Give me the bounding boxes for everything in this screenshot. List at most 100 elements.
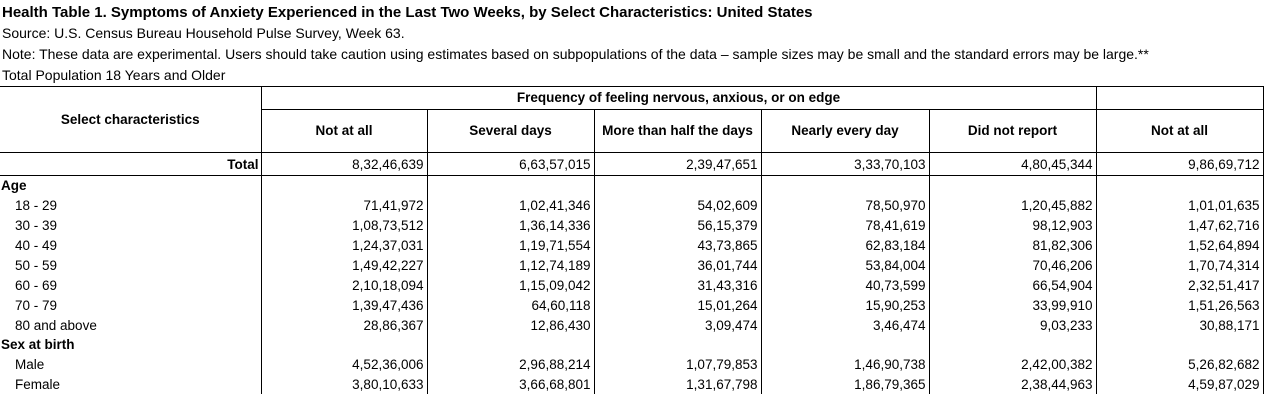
column-header: Nearly every day xyxy=(760,108,929,153)
row-label: Female xyxy=(15,376,61,392)
cell-value: 1,51,26,563 xyxy=(1095,295,1264,315)
cell-value: 3,46,474 xyxy=(760,315,929,335)
column-header: Not at all xyxy=(260,108,427,153)
group-header-extra xyxy=(1095,86,1264,110)
cell-value: 9,03,233 xyxy=(928,315,1096,335)
column-header: More than half the days xyxy=(593,108,761,153)
cell-value: 30,88,171 xyxy=(1095,315,1264,335)
cell-value: 1,19,71,554 xyxy=(426,235,594,255)
cell-value: 64,60,118 xyxy=(426,295,594,315)
column-header: Not at all xyxy=(1095,108,1264,153)
cell-value xyxy=(260,175,427,195)
cell-value: 15,90,253 xyxy=(760,295,929,315)
column-header: Several days xyxy=(426,108,594,153)
table-row: Female 3,80,10,633 3,66,68,801 1,31,67,798 1… xyxy=(0,374,1264,394)
cell-value xyxy=(760,335,929,354)
row-label: Total xyxy=(0,152,261,176)
cell-value xyxy=(928,175,1096,195)
cell-value: 1,01,01,635 xyxy=(1095,195,1264,215)
cell-value xyxy=(426,175,594,195)
cell-value: 71,41,972 xyxy=(260,195,427,215)
cell-value: 2,96,88,214 xyxy=(426,354,594,374)
row-label: Male xyxy=(15,356,45,372)
cell-value: 70,46,206 xyxy=(928,255,1096,275)
cell-value xyxy=(1095,335,1264,354)
cell-value xyxy=(1095,175,1264,195)
cell-value: 1,49,42,227 xyxy=(260,255,427,275)
cell-value: 78,41,619 xyxy=(760,215,929,235)
source-line: Source: U.S. Census Bureau Household Pul… xyxy=(2,25,405,41)
cell-value: 40,73,599 xyxy=(760,275,929,295)
cell-value: 33,99,910 xyxy=(928,295,1096,315)
cell-value: 4,52,36,006 xyxy=(260,354,427,374)
cell-value: 1,31,67,798 xyxy=(593,374,761,394)
table-row: 70 - 79 1,39,47,436 64,60,118 15,01,264 15,9… xyxy=(0,295,1264,315)
cell-value: 1,07,79,853 xyxy=(593,354,761,374)
cell-value: 98,12,903 xyxy=(928,215,1096,235)
cell-value: 1,08,73,512 xyxy=(260,215,427,235)
cell-value: 1,15,09,042 xyxy=(426,275,594,295)
cell-value: 1,86,79,365 xyxy=(760,374,929,394)
note-line: Note: These data are experimental. Users… xyxy=(2,46,1149,62)
cell-value: 4,80,45,344 xyxy=(928,152,1096,176)
cell-value: 81,82,306 xyxy=(928,235,1096,255)
table-row: Male 4,52,36,006 2,96,88,214 1,07,79,853 1,4… xyxy=(0,354,1264,374)
cell-value: 1,52,64,894 xyxy=(1095,235,1264,255)
cell-value: 15,01,264 xyxy=(593,295,761,315)
cell-value: 2,38,44,963 xyxy=(928,374,1096,394)
cell-value: 6,63,57,015 xyxy=(426,152,594,176)
cell-value xyxy=(260,335,427,354)
total-row: Total 8,32,46,639 6,63,57,015 2,39,47,651 3,… xyxy=(0,152,1264,176)
cell-value: 3,80,10,633 xyxy=(260,374,427,394)
cell-value xyxy=(593,335,761,354)
cell-value: 1,70,74,314 xyxy=(1095,255,1264,275)
cell-value xyxy=(928,335,1096,354)
cell-value: 3,33,70,103 xyxy=(760,152,929,176)
cell-value: 8,32,46,639 xyxy=(260,152,427,176)
cell-value: 1,46,90,738 xyxy=(760,354,929,374)
cell-value: 43,73,865 xyxy=(593,235,761,255)
cell-value: 9,86,69,712 xyxy=(1095,152,1264,176)
column-header: Did not report xyxy=(928,108,1096,153)
cell-value: 31,43,316 xyxy=(593,275,761,295)
data-table: Select characteristics Frequency of feel… xyxy=(0,86,1264,394)
cell-value xyxy=(760,175,929,195)
cell-value: 1,02,41,346 xyxy=(426,195,594,215)
cell-value: 62,83,184 xyxy=(760,235,929,255)
cell-value: 1,12,74,189 xyxy=(426,255,594,275)
row-label: 60 - 69 xyxy=(15,277,58,293)
cell-value: 2,42,00,382 xyxy=(928,354,1096,374)
row-label: 80 and above xyxy=(15,317,97,333)
row-label: Sex at birth xyxy=(1,337,75,352)
cell-value: 12,86,430 xyxy=(426,315,594,335)
row-label: 50 - 59 xyxy=(15,257,58,273)
cell-value: 1,24,37,031 xyxy=(260,235,427,255)
group-header: Frequency of feeling nervous, anxious, o… xyxy=(260,86,1097,110)
cell-value: 56,15,379 xyxy=(593,215,761,235)
row-label: 18 - 29 xyxy=(15,197,58,213)
cell-value xyxy=(426,335,594,354)
cell-value: 3,09,474 xyxy=(593,315,761,335)
row-label: 70 - 79 xyxy=(15,297,58,313)
row-label: 30 - 39 xyxy=(15,217,58,233)
cell-value: 1,39,47,436 xyxy=(260,295,427,315)
cell-value: 2,39,47,651 xyxy=(593,152,761,176)
cell-value: 1,47,62,716 xyxy=(1095,215,1264,235)
cell-value: 28,86,367 xyxy=(260,315,427,335)
cell-value: 3,66,68,801 xyxy=(426,374,594,394)
cell-value: 2,10,18,094 xyxy=(260,275,427,295)
cell-value: 5,26,82,682 xyxy=(1095,354,1264,374)
cell-value: 1,36,14,336 xyxy=(426,215,594,235)
cell-value: 66,54,904 xyxy=(928,275,1096,295)
cell-value xyxy=(593,175,761,195)
cell-value: 4,59,87,029 xyxy=(1095,374,1264,394)
cell-value: 54,02,609 xyxy=(593,195,761,215)
row-header: Select characteristics xyxy=(0,86,261,153)
group-row: Sex at birth xyxy=(0,335,1264,354)
cell-value: 2,32,51,417 xyxy=(1095,275,1264,295)
cell-value: 53,84,004 xyxy=(760,255,929,275)
row-label: Age xyxy=(1,178,27,193)
table-title: Health Table 1. Symptoms of Anxiety Expe… xyxy=(2,4,813,21)
row-label: 40 - 49 xyxy=(15,237,58,253)
table-row: 18 - 29 71,41,972 1,02,41,346 54,02,609 78,5… xyxy=(0,195,1264,215)
